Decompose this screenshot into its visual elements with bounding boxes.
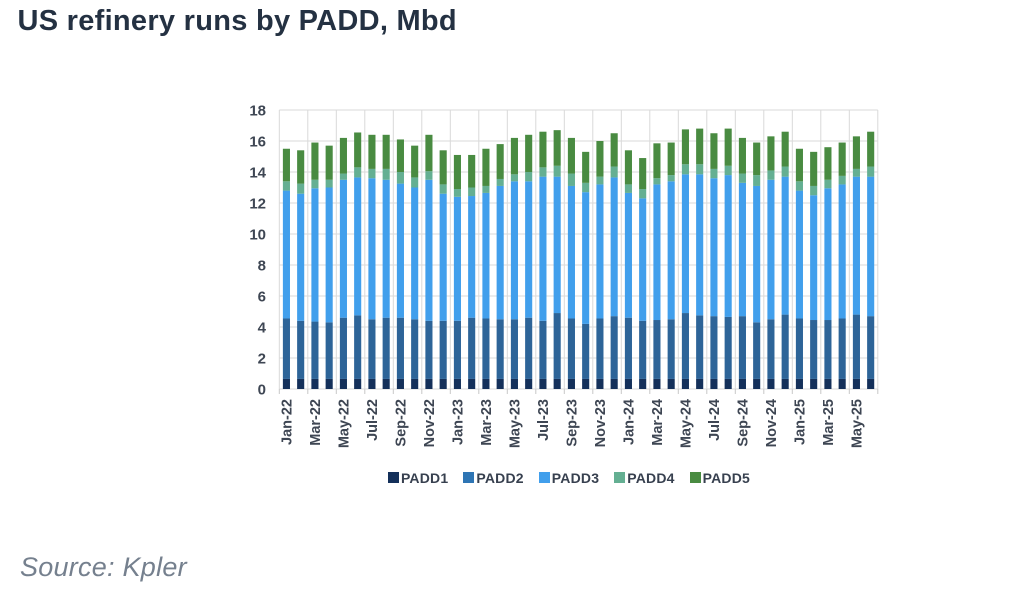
svg-text:Jul-23: Jul-23 (536, 399, 552, 441)
svg-text:10: 10 (249, 226, 266, 243)
svg-text:16: 16 (249, 133, 266, 150)
svg-text:Jul-24: Jul-24 (707, 399, 723, 441)
svg-text:Nov-23: Nov-23 (593, 399, 609, 447)
svg-text:2: 2 (258, 350, 266, 367)
svg-text:Nov-22: Nov-22 (422, 399, 438, 447)
svg-text:Nov-24: Nov-24 (764, 399, 780, 447)
svg-text:May-24: May-24 (678, 399, 694, 448)
svg-text:Sep-24: Sep-24 (735, 399, 751, 447)
svg-text:Jul-22: Jul-22 (365, 399, 381, 441)
svg-text:0: 0 (258, 381, 266, 398)
svg-text:Mar-25: Mar-25 (821, 399, 837, 446)
svg-text:14: 14 (249, 164, 266, 181)
svg-text:4: 4 (258, 319, 267, 336)
svg-text:12: 12 (249, 195, 266, 212)
svg-text:Jan-24: Jan-24 (621, 399, 637, 445)
svg-text:Jan-25: Jan-25 (792, 399, 808, 445)
svg-text:Jan-22: Jan-22 (279, 399, 295, 445)
svg-text:May-22: May-22 (336, 399, 352, 448)
svg-text:Sep-23: Sep-23 (564, 399, 580, 447)
svg-text:May-25: May-25 (849, 399, 865, 448)
svg-text:Mar-23: Mar-23 (479, 399, 495, 446)
svg-text:6: 6 (258, 288, 266, 305)
svg-text:May-23: May-23 (507, 399, 523, 448)
svg-text:18: 18 (249, 102, 266, 119)
svg-text:Sep-22: Sep-22 (393, 399, 409, 447)
svg-text:8: 8 (258, 257, 266, 274)
svg-text:Jan-23: Jan-23 (450, 399, 466, 445)
svg-text:Mar-24: Mar-24 (650, 399, 666, 446)
svg-text:Mar-22: Mar-22 (308, 399, 324, 446)
